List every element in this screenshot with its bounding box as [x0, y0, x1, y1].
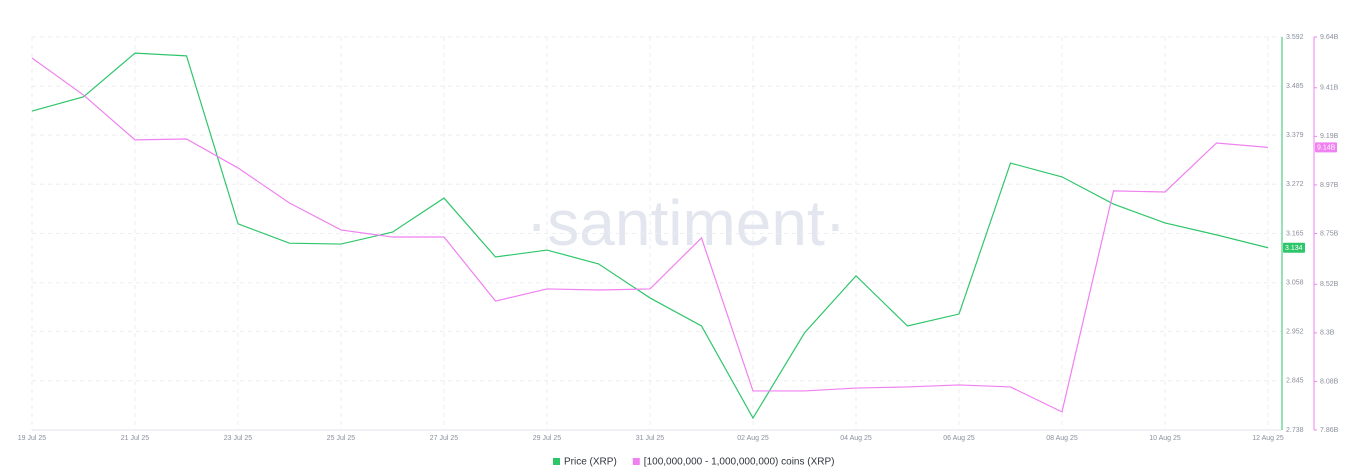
y-tick-label: 3.485	[1286, 83, 1304, 90]
y2-tick-label: 8.75B	[1320, 230, 1339, 237]
x-tick-label: 06 Aug 25	[943, 435, 975, 442]
y-tick-label: 2.845	[1286, 378, 1304, 385]
x-tick-label: 21 Jul 25	[121, 435, 150, 442]
x-tick-label: 10 Aug 25	[1149, 435, 1181, 442]
x-tick-label: 27 Jul 25	[430, 435, 459, 442]
x-tick-label: 04 Aug 25	[840, 435, 872, 442]
y2-tick-label: 9.19B	[1320, 133, 1339, 140]
y2-tick-label: 7.86B	[1320, 427, 1339, 434]
y-tick-label: 2.952	[1286, 328, 1304, 335]
series-line	[31, 52, 1269, 420]
y-tick-label: 3.058	[1286, 280, 1304, 287]
y2-tick-label: 8.52B	[1320, 281, 1339, 288]
y2-tick-label: 9.64B	[1320, 34, 1339, 41]
value-label: 9.14B	[1317, 145, 1336, 152]
legend-label: Price (XRP)	[564, 457, 617, 468]
y2-tick-label: 9.41B	[1320, 85, 1339, 92]
legend-label: [100,000,000 - 1,000,000,000) coins (XRP…	[644, 457, 835, 468]
legend-swatch	[553, 458, 560, 465]
value-label: 3.134	[1285, 245, 1303, 252]
x-tick-label: 25 Jul 25	[327, 435, 356, 442]
y2-tick-label: 8.08B	[1320, 378, 1339, 385]
y-tick-label: 3.165	[1286, 230, 1304, 237]
x-tick-label: 02 Aug 25	[737, 435, 769, 442]
y-tick-label: 3.272	[1286, 181, 1304, 188]
x-tick-label: 08 Aug 25	[1046, 435, 1078, 442]
y-tick-label: 3.379	[1286, 132, 1304, 139]
watermark: ·santiment·	[526, 187, 846, 259]
x-tick-label: 31 Jul 25	[636, 435, 665, 442]
x-tick-label: 23 Jul 25	[224, 435, 253, 442]
value-badge	[1283, 242, 1305, 253]
value-badge	[1315, 142, 1337, 153]
legend-swatch	[632, 458, 640, 465]
series-line	[31, 57, 1269, 413]
y2-tick-label: 8.97B	[1320, 182, 1339, 189]
x-tick-label: 19 Jul 25	[18, 435, 47, 442]
x-tick-label: 29 Jul 25	[533, 435, 562, 442]
x-tick-label: 12 Aug 25	[1252, 435, 1284, 442]
y-tick-label: 3.592	[1286, 34, 1304, 41]
y2-tick-label: 8.3B	[1320, 330, 1335, 337]
y-tick-label: 2.738	[1286, 427, 1304, 434]
